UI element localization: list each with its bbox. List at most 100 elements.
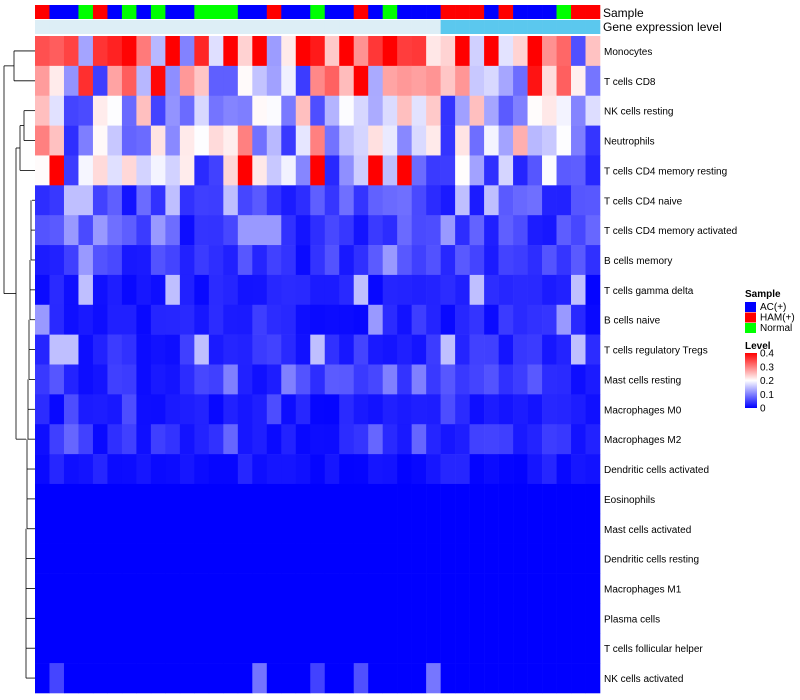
- heatmap-cell: [237, 185, 253, 216]
- row-label: Mast cells resting: [604, 375, 681, 386]
- heatmap-cell: [469, 543, 485, 574]
- heatmap-cell: [208, 245, 224, 276]
- heatmap-cell: [266, 424, 282, 455]
- heatmap-cell: [469, 304, 485, 335]
- heatmap-cell: [542, 36, 557, 67]
- heatmap-cell: [281, 304, 297, 335]
- heatmap-cell: [35, 155, 50, 186]
- heatmap-cell: [223, 394, 239, 425]
- heatmap-cell: [382, 36, 398, 67]
- heatmap-cell: [556, 364, 572, 395]
- heatmap-cell: [310, 304, 326, 335]
- heatmap-cell: [310, 543, 326, 574]
- expression-cell: [194, 20, 210, 34]
- heatmap-cell: [556, 513, 572, 544]
- heatmap-cell: [426, 95, 441, 126]
- heatmap-cell: [571, 245, 586, 276]
- heatmap-cell: [136, 245, 152, 276]
- heatmap-cell: [252, 394, 268, 425]
- heatmap-cell: [295, 543, 311, 574]
- heatmap-cell: [353, 65, 369, 97]
- heatmap-cell: [295, 215, 311, 246]
- heatmap-cell: [252, 304, 268, 335]
- heatmap-cell: [513, 513, 528, 544]
- heatmap-cell: [498, 215, 514, 246]
- heatmap-cell: [35, 603, 50, 634]
- heatmap-cell: [194, 36, 210, 67]
- heatmap-cell: [397, 603, 412, 634]
- heatmap-cell: [353, 454, 369, 485]
- heatmap-cell: [223, 215, 239, 246]
- heatmap-cell: [484, 65, 499, 97]
- heatmap-cell: [397, 274, 412, 306]
- heatmap-cell: [295, 65, 311, 97]
- heatmap-cell: [136, 65, 152, 97]
- heatmap-cell: [295, 513, 311, 544]
- heatmap-cell: [281, 334, 297, 365]
- expression-cell: [324, 20, 340, 34]
- heatmap-cell: [368, 663, 383, 694]
- sample-cell: [136, 5, 152, 19]
- heatmap-cell: [411, 65, 427, 97]
- heatmap-cell: [35, 95, 50, 126]
- heatmap-cell: [484, 454, 499, 485]
- heatmap-cell: [469, 334, 485, 365]
- sample-cell: [397, 5, 412, 19]
- expression-cell: [455, 20, 470, 34]
- heatmap-cell: [295, 633, 311, 664]
- heatmap-cell: [281, 573, 297, 604]
- heatmap-cell: [513, 65, 528, 97]
- heatmap-cell: [266, 394, 282, 425]
- heatmap-cell: [556, 65, 572, 97]
- heatmap-cell: [136, 633, 152, 664]
- heatmap-cell: [194, 394, 210, 425]
- heatmap-cell: [382, 633, 398, 664]
- heatmap-cell: [281, 364, 297, 395]
- heatmap-cell: [107, 65, 123, 97]
- heatmap-cell: [440, 36, 456, 67]
- heatmap-cell: [310, 125, 326, 156]
- heatmap-cell: [426, 364, 441, 395]
- heatmap-cell: [150, 394, 166, 425]
- heatmap-cell: [397, 334, 412, 365]
- heatmap-cell: [397, 125, 412, 156]
- sample-cell: [107, 5, 123, 19]
- sample-annotation-bar: [35, 5, 601, 19]
- heatmap-cell: [107, 304, 123, 335]
- heatmap-cell: [469, 245, 485, 276]
- heatmap-cell: [35, 36, 50, 67]
- sample-cell: [556, 5, 572, 19]
- heatmap-cell: [252, 334, 268, 365]
- heatmap-cell: [92, 334, 108, 365]
- heatmap-cell: [382, 304, 398, 335]
- heatmap-cell: [585, 274, 601, 306]
- heatmap-cell: [513, 424, 528, 455]
- heatmap-cell: [223, 334, 239, 365]
- heatmap-cell: [49, 215, 65, 246]
- heatmap-cell: [92, 274, 108, 306]
- heatmap-cell: [150, 155, 166, 186]
- row-label: B cells naive: [604, 316, 661, 327]
- heatmap-cell: [527, 663, 543, 694]
- heatmap-cell: [121, 245, 137, 276]
- heatmap-cell: [107, 543, 123, 574]
- heatmap-cell: [527, 274, 543, 306]
- heatmap-cell: [150, 454, 166, 485]
- heatmap-cell: [63, 424, 79, 455]
- heatmap-cell: [63, 245, 79, 276]
- heatmap-cell: [49, 633, 65, 664]
- heatmap-cell: [150, 36, 166, 67]
- heatmap-cell: [237, 663, 253, 694]
- heatmap-cell: [556, 573, 572, 604]
- heatmap-cell: [78, 36, 94, 67]
- heatmap-cell: [556, 36, 572, 67]
- heatmap-cell: [426, 513, 441, 544]
- heatmap-cell: [339, 364, 355, 395]
- heatmap-cell: [324, 633, 340, 664]
- heatmap-cell: [426, 424, 441, 455]
- heatmap-cell: [63, 155, 79, 186]
- heatmap-cell: [136, 454, 152, 485]
- heatmap-cell: [353, 424, 369, 455]
- heatmap-cell: [179, 65, 195, 97]
- heatmap-cell: [179, 36, 195, 67]
